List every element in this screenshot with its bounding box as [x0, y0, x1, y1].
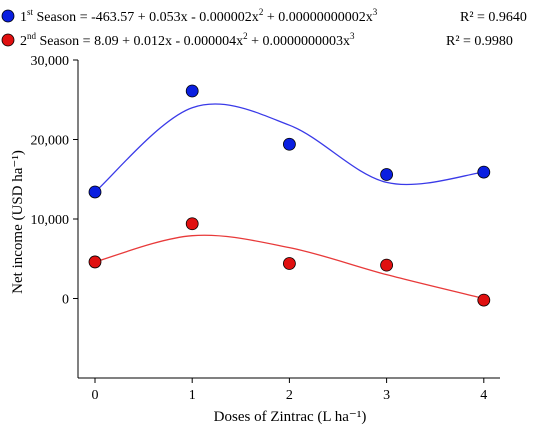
legend-r2-1st-season: R² = 0.9640: [460, 10, 527, 25]
legend-r2-2nd-season: R² = 0.9980: [446, 34, 513, 49]
fit-curve-series-2: [94, 234, 484, 300]
data-points: [88, 84, 491, 307]
fit-curve-series-1: [94, 103, 484, 193]
legend-label-2nd-season: 2nd Season = 8.09 + 0.012x - 0.000004x2 …: [20, 31, 355, 49]
x-tick-label: 1: [189, 388, 196, 403]
y-ticks: 0 10,000 20,000 30,000: [31, 54, 78, 308]
legend-marker-1st-season: [1, 9, 15, 23]
y-tick-label: 20,000: [31, 134, 70, 149]
data-point-series-2: [185, 217, 199, 231]
y-axis-label: Net income (USD ha⁻¹): [10, 150, 26, 294]
x-tick-label: 0: [92, 388, 99, 403]
legend-label-1st-season: 1st Season = -463.57 + 0.053x - 0.000002…: [20, 7, 378, 25]
legend-entry-1st-season: 1st Season = -463.57 + 0.053x - 0.000002…: [1, 7, 527, 25]
fit-curves: [94, 103, 484, 300]
data-point-series-1: [185, 84, 199, 98]
x-tick-label: 3: [383, 388, 390, 403]
y-tick-label: 10,000: [31, 213, 70, 228]
x-ticks: 0 1 2 3 4: [92, 378, 487, 403]
legend-entry-2nd-season: 2nd Season = 8.09 + 0.012x - 0.000004x2 …: [1, 31, 513, 49]
legend-marker-2nd-season: [1, 33, 15, 47]
data-point-series-1: [477, 165, 491, 179]
y-tick-label: 0: [62, 293, 69, 308]
x-tick-label: 4: [480, 388, 487, 403]
data-point-series-2: [380, 258, 394, 272]
data-point-series-2: [477, 293, 491, 307]
data-point-series-1: [88, 185, 102, 199]
data-point-series-2: [88, 255, 102, 269]
data-point-series-1: [380, 168, 394, 181]
legend: 1st Season = -463.57 + 0.053x - 0.000002…: [1, 7, 527, 49]
x-axis-label: Doses of Zintrac (L ha⁻¹): [214, 409, 367, 425]
data-point-series-2: [282, 257, 296, 270]
x-tick-label: 2: [286, 388, 293, 403]
y-tick-label: 30,000: [31, 54, 70, 69]
data-point-series-1: [282, 137, 296, 151]
